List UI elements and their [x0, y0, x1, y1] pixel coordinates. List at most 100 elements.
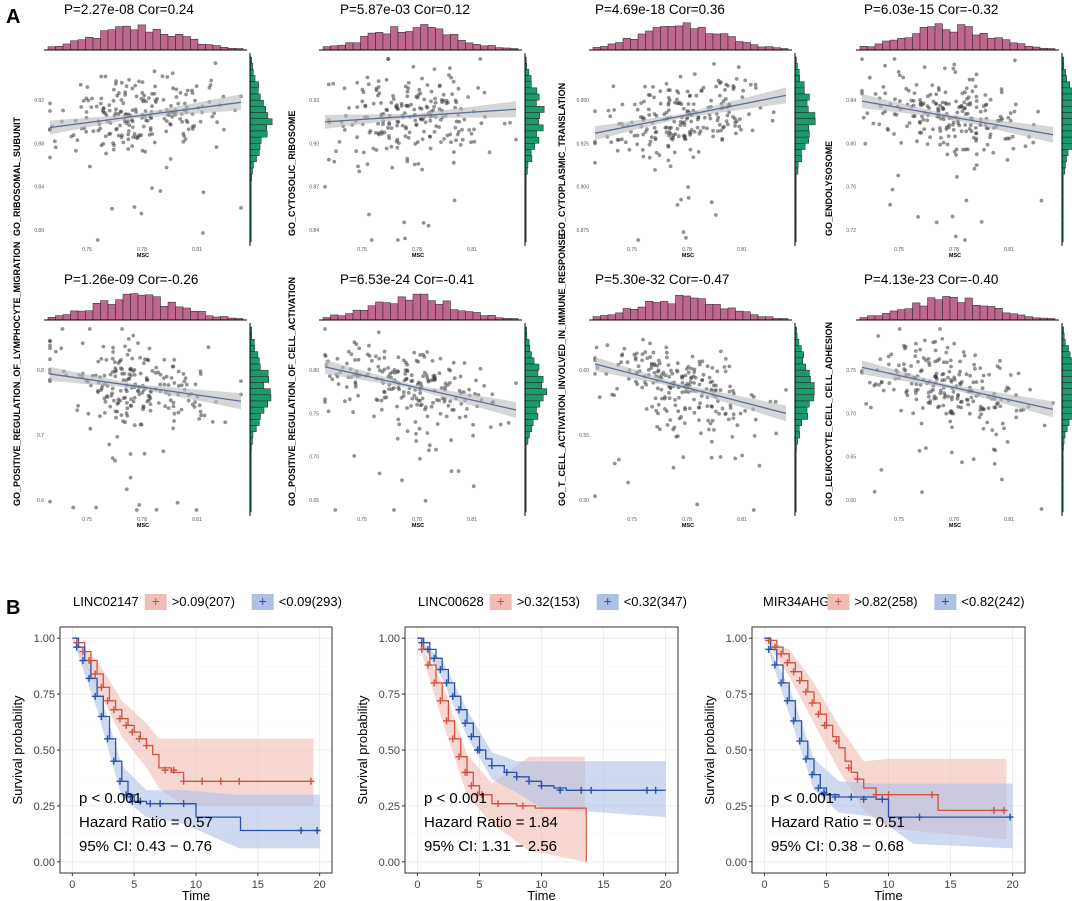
data-point — [432, 130, 437, 134]
data-point — [933, 359, 937, 364]
data-point — [678, 74, 683, 79]
data-point — [1005, 158, 1010, 162]
data-point — [955, 110, 960, 115]
data-point — [979, 412, 984, 417]
high-censor-marks — [418, 645, 527, 810]
panel-a: A P=2.27e-08 Cor=0.240.920.880.840.800.7… — [6, 2, 1072, 529]
histogram-bar — [794, 388, 815, 396]
data-point — [154, 507, 159, 512]
data-point — [677, 395, 681, 400]
legend-low-swatch — [596, 594, 619, 610]
histogram-bar — [675, 25, 684, 51]
data-point — [664, 81, 669, 86]
data-point — [719, 128, 723, 133]
data-point — [147, 132, 152, 137]
histogram-bar — [600, 46, 609, 51]
data-point — [478, 366, 483, 371]
data-point — [691, 155, 696, 160]
y-tick-label: 0.90 — [309, 141, 319, 147]
histogram-bar — [412, 293, 421, 321]
data-point — [954, 152, 958, 157]
data-point — [945, 345, 950, 350]
data-point — [332, 159, 337, 164]
data-point — [140, 390, 145, 395]
histogram-bar — [85, 37, 94, 51]
data-point — [933, 339, 938, 344]
data-point — [980, 379, 984, 384]
histogram-bar — [524, 130, 537, 138]
data-point — [450, 408, 454, 412]
data-point — [974, 163, 979, 168]
scatter-plot-6: P=6.53e-24 Cor=-0.410.800.750.700.650.75… — [287, 272, 548, 529]
x-tick-label: 0.78 — [949, 247, 959, 253]
low-survival-curve — [764, 637, 1013, 818]
data-point — [653, 130, 658, 135]
histogram-bar — [882, 313, 891, 321]
data-point — [331, 81, 336, 86]
y-tick-label: 0.8 — [37, 368, 44, 374]
histogram-bar — [465, 42, 474, 51]
histogram-bar — [705, 304, 714, 321]
data-point — [707, 375, 712, 380]
histogram-bar — [1002, 39, 1011, 51]
data-point — [125, 406, 130, 411]
y-tick-label: 0.50 — [379, 745, 400, 757]
data-point — [130, 86, 135, 91]
x-tick-label: 5 — [131, 879, 137, 891]
data-point — [154, 365, 159, 370]
top-histogram — [44, 24, 247, 51]
data-point — [687, 406, 692, 411]
data-point — [402, 111, 407, 115]
data-point — [860, 88, 864, 93]
histogram-bar — [524, 351, 532, 359]
censor-mark — [802, 755, 810, 763]
data-point — [117, 91, 121, 96]
data-point — [101, 141, 106, 146]
data-point — [984, 102, 989, 107]
histogram-bar — [360, 310, 369, 321]
data-point — [873, 92, 878, 96]
data-point — [162, 116, 167, 121]
x-tick-label: 0.75 — [894, 247, 904, 253]
data-point — [333, 508, 338, 512]
data-point — [112, 398, 116, 403]
data-point — [998, 359, 1002, 363]
data-point — [966, 402, 971, 407]
data-point — [447, 367, 451, 372]
scatter-plot-3: P=4.69e-18 Cor=0.360.9500.9250.9000.8750… — [557, 2, 816, 259]
x-tick-label: 0.75 — [82, 517, 92, 523]
data-point — [641, 337, 645, 342]
histogram-bar — [794, 130, 810, 138]
data-point — [118, 123, 122, 128]
data-point — [899, 141, 904, 145]
histogram-bar — [942, 296, 951, 321]
data-point — [635, 133, 640, 138]
data-point — [640, 352, 645, 357]
data-point — [209, 78, 214, 83]
data-point — [641, 132, 646, 137]
data-point — [48, 346, 52, 351]
data-point — [357, 169, 362, 174]
x-tick-label: 0.81 — [1004, 517, 1014, 523]
data-point — [927, 363, 932, 368]
data-point — [666, 158, 671, 163]
histogram-bar — [645, 30, 654, 51]
data-point — [723, 97, 728, 101]
data-point — [636, 364, 641, 369]
histogram-bar — [197, 311, 206, 321]
histogram-bar — [859, 46, 868, 51]
histogram-bar — [249, 419, 260, 426]
data-point — [405, 429, 410, 433]
data-point — [936, 85, 941, 90]
data-point — [720, 136, 725, 141]
data-point — [130, 356, 135, 361]
data-point — [983, 108, 988, 113]
data-point — [648, 139, 653, 144]
data-point — [479, 121, 484, 126]
data-point — [981, 426, 986, 431]
data-point — [959, 399, 964, 404]
data-point — [353, 384, 358, 389]
regression-line — [861, 366, 1054, 410]
histogram-bar — [220, 316, 229, 321]
data-point — [671, 135, 675, 140]
